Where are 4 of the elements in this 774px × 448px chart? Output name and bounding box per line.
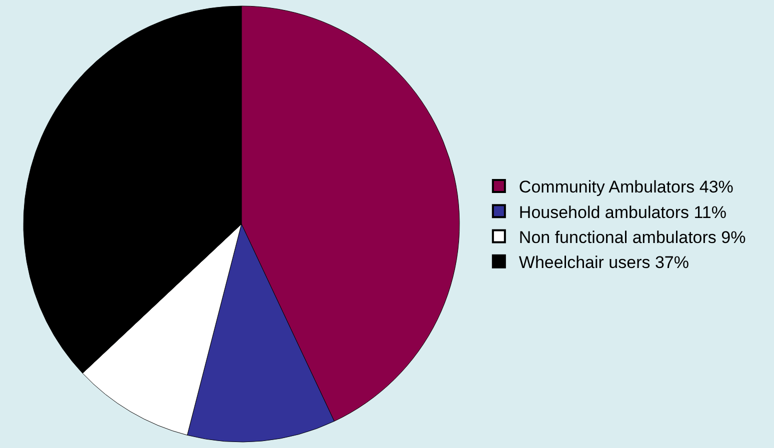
legend-label: Community Ambulators 43% [518, 178, 734, 197]
legend-label: Household ambulators 11% [518, 202, 727, 222]
legend-label: Wheelchair users 37% [518, 252, 689, 272]
legend-label: Non functional ambulators 9% [518, 228, 746, 247]
